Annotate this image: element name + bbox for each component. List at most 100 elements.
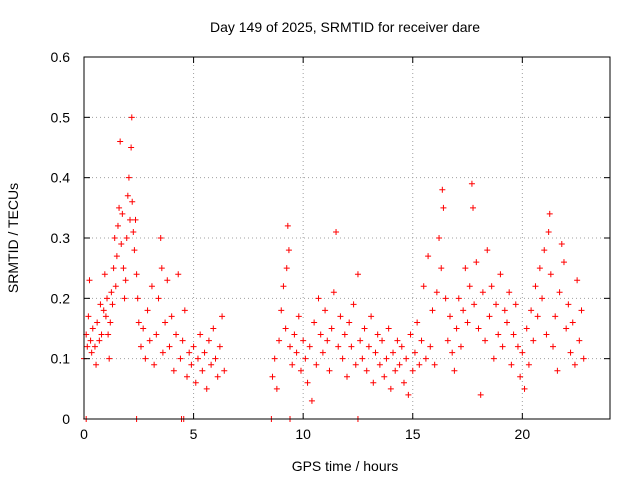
data-point [194, 355, 201, 362]
data-point [449, 349, 456, 356]
data-point [508, 361, 515, 368]
data-point [396, 361, 403, 368]
data-point [411, 349, 418, 356]
data-point [119, 210, 126, 217]
data-point [422, 355, 429, 362]
data-point [495, 331, 502, 338]
data-point [519, 349, 526, 356]
data-point [560, 259, 567, 266]
data-point [134, 295, 141, 302]
data-point [530, 337, 537, 344]
data-point [125, 174, 132, 181]
data-point [214, 373, 221, 380]
ticks-layer: 0 5 10 15 20 0 0.1 0.2 0.3 0.4 0.5 0.6 [51, 49, 610, 442]
data-point [84, 343, 91, 350]
data-point [429, 307, 436, 314]
data-point [118, 241, 125, 248]
data-point [308, 397, 315, 404]
data-point [166, 343, 173, 350]
x-axis-label: GPS time / hours [292, 458, 399, 474]
data-point [297, 367, 304, 374]
data-point [173, 331, 180, 338]
data-point [486, 313, 493, 320]
data-point [541, 247, 548, 254]
data-point [326, 367, 333, 374]
data-point [436, 235, 443, 241]
data-point [400, 379, 407, 386]
data-point [289, 361, 296, 368]
x-tick-label: 20 [515, 426, 531, 442]
data-point [569, 319, 576, 326]
data-point [124, 192, 131, 199]
data-point [506, 289, 513, 296]
data-point [558, 241, 565, 248]
data-point [392, 367, 399, 374]
data-point [550, 343, 557, 350]
data-point [536, 265, 543, 272]
data-point [490, 355, 497, 362]
data-point [381, 373, 388, 380]
data-point [107, 319, 114, 326]
data-point [571, 361, 578, 368]
y-tick-label: 0.2 [51, 290, 71, 306]
data-point [580, 355, 587, 362]
x-tick-label: 15 [405, 426, 421, 442]
data-point [455, 295, 462, 302]
data-point [554, 367, 561, 374]
data-point [335, 343, 342, 350]
plot-frame [83, 56, 611, 420]
data-point [425, 253, 432, 260]
data-point [199, 367, 206, 374]
y-tick-label: 0 [62, 411, 70, 427]
data-point [162, 319, 169, 326]
data-point [102, 313, 109, 320]
data-point [464, 319, 471, 326]
data-point [89, 325, 96, 332]
data-point [101, 271, 108, 278]
data-point [197, 331, 204, 338]
data-point [283, 265, 290, 272]
data-point [190, 343, 197, 350]
data-point [471, 301, 478, 308]
data-point [547, 271, 554, 278]
data-point [273, 385, 280, 392]
y-tick-label: 0.5 [51, 109, 71, 125]
data-point [127, 216, 134, 223]
data-point [438, 265, 445, 272]
data-point [460, 307, 467, 314]
data-point [368, 313, 375, 320]
data-point [306, 343, 313, 350]
data-point [453, 325, 460, 332]
data-point [315, 295, 322, 302]
data-point [210, 325, 217, 332]
data-point [440, 204, 447, 211]
data-point [416, 361, 423, 368]
data-point [532, 283, 539, 290]
data-point [439, 186, 446, 193]
chart-title: Day 149 of 2025, SRMTID for receiver dar… [210, 19, 480, 35]
data-point [100, 307, 107, 314]
data-point [121, 295, 128, 302]
data-point [276, 337, 283, 344]
data-point [278, 307, 285, 314]
data-point [105, 331, 112, 338]
data-point [109, 301, 116, 308]
data-point [546, 210, 553, 217]
data-point [201, 349, 208, 356]
data-point [291, 331, 298, 338]
data-point [333, 228, 340, 235]
data-point [151, 361, 158, 368]
data-point [350, 301, 357, 308]
data-point [383, 355, 390, 362]
data-point [212, 355, 219, 362]
data-point [477, 391, 484, 398]
data-point [284, 222, 291, 229]
data-point [144, 307, 151, 314]
data-point [352, 361, 359, 368]
data-point [203, 385, 210, 392]
y-tick-label: 0.6 [51, 49, 71, 65]
data-point [219, 313, 226, 320]
data-point [282, 325, 289, 332]
